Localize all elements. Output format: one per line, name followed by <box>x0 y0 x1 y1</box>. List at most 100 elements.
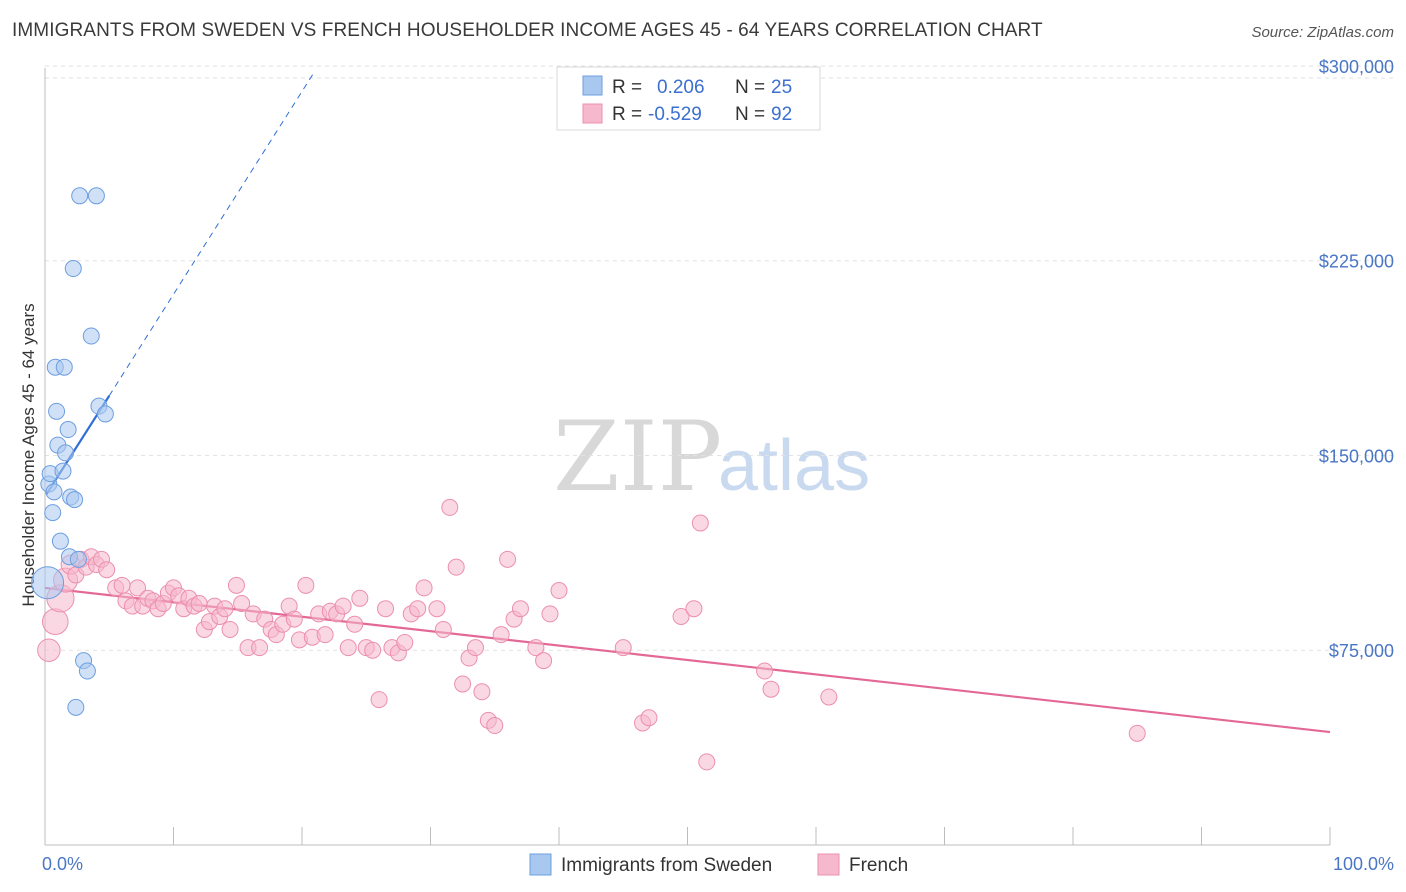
french-point <box>41 608 69 635</box>
french-point <box>370 691 388 709</box>
french-points <box>37 498 1146 771</box>
y-tick-label: $150,000 <box>1319 446 1394 466</box>
legend-n-value: 25 <box>771 77 792 98</box>
sweden-point <box>67 698 85 716</box>
french-point <box>672 607 690 625</box>
legend-swatch-pink <box>582 103 603 124</box>
sweden-point <box>96 405 114 423</box>
series-label-french: French <box>849 855 908 876</box>
french-point <box>428 600 446 618</box>
french-point <box>466 639 484 657</box>
legend-r-value: -0.529 <box>648 104 702 125</box>
french-point <box>364 641 382 659</box>
french-point <box>499 550 517 568</box>
sweden-trend-extension <box>108 70 316 397</box>
legend-r-label: R = <box>612 104 642 125</box>
legend-r-value: 0.206 <box>657 77 705 98</box>
french-point <box>454 675 472 693</box>
french-point <box>190 595 208 612</box>
sweden-point <box>31 566 65 600</box>
french-point <box>351 589 369 607</box>
legend-n-label: N = <box>735 104 765 125</box>
french-point <box>541 605 559 623</box>
french-point <box>316 626 334 644</box>
sweden-point <box>71 187 89 205</box>
french-point <box>550 582 568 600</box>
legend-n-value: 92 <box>771 104 792 125</box>
sweden-point <box>69 550 87 568</box>
french-point <box>535 652 553 670</box>
french-point <box>614 639 632 657</box>
correlation-legend: R = 0.206 N = 25 R = -0.529 N = 92 <box>556 66 821 131</box>
sweden-point <box>54 462 72 480</box>
french-point <box>346 615 364 633</box>
y-axis-title: Householder Income Ages 45 - 64 years <box>19 303 38 606</box>
gridlines <box>45 65 1395 651</box>
french-point <box>685 600 703 618</box>
french-point <box>447 558 465 576</box>
y-tick-labels: $75,000 $150,000 $225,000 $300,000 <box>1319 57 1394 661</box>
sweden-points <box>31 187 114 716</box>
sweden-point <box>59 421 77 439</box>
series-swatch-pink <box>817 853 840 876</box>
french-point <box>409 600 427 618</box>
sweden-point <box>64 260 82 278</box>
sweden-point <box>78 662 96 680</box>
french-point <box>129 579 147 597</box>
french-point <box>511 600 529 618</box>
series-label-sweden: Immigrants from Sweden <box>561 855 772 876</box>
axes <box>44 68 1331 846</box>
french-point <box>691 514 709 532</box>
chart-source: Source: ZipAtlas.com <box>1251 24 1394 41</box>
french-point <box>297 576 315 594</box>
sweden-point <box>55 358 73 376</box>
sweden-point <box>45 483 63 501</box>
watermark-atlas: atlas <box>718 426 870 506</box>
french-point <box>486 717 504 735</box>
x-tick-label-min: 0.0% <box>42 854 83 874</box>
french-point <box>233 595 251 612</box>
chart-title: IMMIGRANTS FROM SWEDEN VS FRENCH HOUSEHO… <box>12 20 1043 41</box>
french-point <box>216 600 234 618</box>
french-point <box>415 579 433 597</box>
sweden-point <box>57 444 75 462</box>
french-point <box>492 626 510 644</box>
french-point <box>762 680 780 698</box>
sweden-point <box>66 491 84 509</box>
french-point <box>227 576 245 594</box>
french-point <box>334 597 352 615</box>
french-point <box>756 662 774 680</box>
french-point <box>434 620 452 638</box>
french-point <box>698 753 716 771</box>
legend-n-label: N = <box>735 77 765 98</box>
sweden-point <box>48 402 66 420</box>
french-point <box>285 610 303 628</box>
french-point <box>473 683 491 701</box>
series-swatch-blue <box>529 853 552 876</box>
french-point <box>377 600 395 618</box>
y-tick-label: $225,000 <box>1319 252 1394 272</box>
french-point <box>396 633 414 651</box>
french-point <box>527 639 545 657</box>
sweden-point <box>87 187 105 205</box>
french-point <box>113 576 131 594</box>
french-point <box>221 620 239 638</box>
french-point <box>251 639 269 657</box>
legend-swatch-blue <box>582 75 603 96</box>
sweden-point <box>82 327 100 345</box>
series-legend: Immigrants from Sweden French <box>529 853 908 876</box>
watermark-zip: ZIP <box>553 401 722 513</box>
legend-r-label: R = <box>612 77 642 98</box>
sweden-point <box>51 532 69 550</box>
french-point <box>339 639 357 657</box>
y-tick-label: $300,000 <box>1319 57 1394 77</box>
x-tick-label-max: 100.0% <box>1333 854 1394 874</box>
french-point <box>820 688 838 706</box>
sweden-point <box>44 504 62 522</box>
french-point <box>98 561 116 579</box>
french-point <box>441 498 459 516</box>
french-point <box>640 709 658 727</box>
y-tick-label: $75,000 <box>1329 641 1394 661</box>
french-point <box>1128 724 1146 742</box>
